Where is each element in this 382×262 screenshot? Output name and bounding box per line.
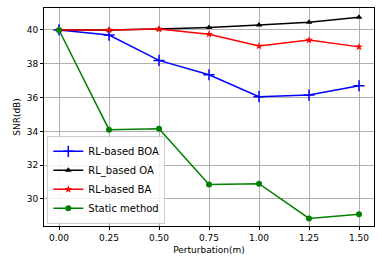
svg-text:0.25: 0.25 (99, 233, 119, 243)
svg-text:40: 40 (27, 25, 39, 35)
svg-text:38: 38 (27, 59, 39, 69)
svg-text:0.50: 0.50 (149, 233, 169, 243)
svg-text:RL-based BA: RL-based BA (88, 184, 151, 195)
svg-text:0.75: 0.75 (199, 233, 219, 243)
svg-text:36: 36 (27, 93, 39, 103)
svg-text:SNR(dB): SNR(dB) (12, 98, 22, 136)
svg-text:34: 34 (27, 127, 39, 137)
svg-text:1.00: 1.00 (249, 233, 269, 243)
svg-text:RL-based BOA: RL-based BOA (88, 146, 159, 157)
svg-text:1.50: 1.50 (349, 233, 369, 243)
svg-text:RL_based OA: RL_based OA (88, 165, 154, 177)
svg-text:32: 32 (27, 160, 38, 170)
svg-text:Static method: Static method (88, 203, 158, 214)
svg-text:1.25: 1.25 (299, 233, 319, 243)
svg-text:30: 30 (27, 194, 39, 204)
svg-text:Perturbation(m): Perturbation(m) (173, 245, 245, 255)
svg-text:0.00: 0.00 (49, 233, 69, 243)
